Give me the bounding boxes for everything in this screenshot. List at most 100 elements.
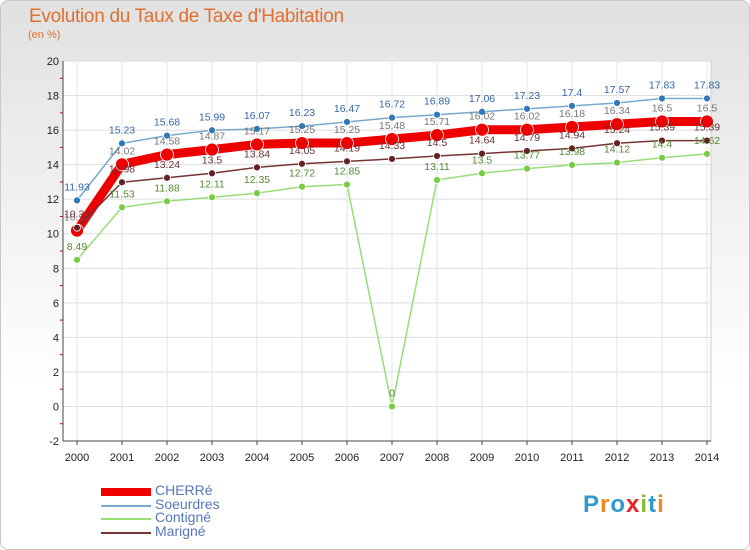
data-point-contigne (658, 153, 666, 162)
data-label-marigne: 13.5 (202, 154, 223, 166)
data-label-cherre: 15.17 (244, 125, 270, 137)
data-point-cherre (475, 122, 489, 137)
data-label-contigne: 12.85 (334, 166, 360, 178)
data-point-soeurdres (568, 102, 576, 110)
legend-label: Marigné (155, 522, 206, 539)
data-label-cherre: 16.5 (652, 102, 673, 114)
legend-item-cherre: CHERRé (101, 482, 301, 499)
data-label-marigne: 14.5 (427, 137, 448, 149)
legend-label: Soeurdres (155, 495, 220, 512)
legend-swatch (101, 531, 151, 534)
data-point-cherre (520, 122, 534, 137)
data-label-marigne: 10.35 (64, 209, 90, 221)
data-point-soeurdres (523, 104, 531, 113)
data-label-cherre: 15.71 (424, 116, 450, 128)
y-tick-label: 18 (47, 91, 59, 103)
data-label-marigne: 14.94 (559, 129, 585, 141)
data-label-soeurdres: 17.83 (694, 79, 720, 91)
legend-item-contigne: Contigné (101, 509, 301, 526)
data-point-cherre (160, 147, 174, 162)
chart-title: Evolution du Taux de Taxe d'Habitation (29, 6, 344, 27)
x-tick-label: 2009 (470, 452, 494, 464)
data-point-contigne (613, 158, 621, 167)
x-tick-label: 2010 (515, 452, 539, 464)
x-tick-label: 2008 (425, 452, 449, 464)
data-label-cherre: 16.5 (697, 102, 718, 114)
x-tick-label: 2014 (695, 452, 719, 464)
y-tick-label: 4 (53, 332, 59, 344)
x-tick-label: 2002 (155, 452, 179, 464)
data-label-contigne: 11.53 (109, 188, 135, 200)
data-label-contigne: 13.98 (559, 146, 585, 158)
data-label-soeurdres: 15.68 (154, 117, 180, 129)
logo-letter: i (640, 491, 649, 518)
data-point-cherre (610, 117, 624, 132)
data-point-soeurdres (163, 131, 171, 140)
x-tick-label: 2007 (380, 452, 404, 464)
data-label-soeurdres: 16.89 (424, 96, 450, 108)
data-label-soeurdres: 15.23 (109, 124, 135, 136)
data-label-soeurdres: 16.07 (244, 110, 270, 122)
y-tick-label: -2 (49, 436, 59, 448)
data-label-contigne: 0 (389, 387, 395, 399)
data-point-contigne (703, 150, 711, 158)
data-point-marigne (568, 144, 576, 153)
y-tick-label: 0 (53, 401, 59, 413)
data-label-cherre: 14.87 (199, 131, 225, 143)
data-point-marigne (118, 178, 126, 187)
data-point-cherre (385, 132, 399, 146)
data-point-marigne (343, 157, 351, 166)
data-label-contigne: 11.88 (154, 182, 180, 194)
logo-letter: o (610, 491, 627, 518)
logo-letter: t (648, 491, 658, 518)
data-point-cherre (115, 157, 129, 172)
data-label-contigne: 14.62 (694, 135, 720, 147)
data-label-cherre: 16.18 (559, 108, 585, 120)
logo-letter: i (657, 491, 665, 518)
data-label-cherre: 15.48 (379, 120, 405, 132)
x-tick-label: 2003 (200, 452, 224, 464)
legend-item-marigne: Marigné (101, 522, 301, 540)
data-label-marigne: 15.24 (604, 124, 630, 136)
data-label-contigne: 14.4 (652, 139, 673, 151)
data-point-cherre (655, 114, 669, 129)
data-label-marigne: 14.33 (379, 140, 405, 152)
data-point-marigne (73, 223, 81, 232)
x-tick-label: 2005 (290, 452, 314, 464)
data-point-contigne (478, 169, 486, 178)
x-tick-label: 2012 (605, 452, 629, 464)
x-tick-label: 2004 (245, 452, 269, 464)
data-point-marigne (658, 136, 666, 145)
data-point-contigne (523, 164, 531, 173)
data-label-soeurdres: 17.06 (469, 93, 495, 105)
legend-label: Contigné (155, 509, 212, 525)
data-point-marigne (523, 147, 531, 155)
legend-swatch (101, 518, 151, 520)
x-tick-label: 2000 (65, 452, 89, 464)
x-tick-label: 2001 (110, 452, 134, 464)
data-label-soeurdres: 17.83 (649, 79, 675, 91)
data-point-marigne (253, 163, 261, 172)
data-label-soeurdres: 11.93 (64, 181, 90, 193)
data-label-marigne: 14.79 (514, 132, 540, 144)
proxiti-logo: Proxiti (583, 491, 665, 519)
data-label-soeurdres: 16.23 (289, 107, 315, 119)
data-label-marigne: 13.84 (244, 148, 270, 160)
data-label-marigne: 14.05 (289, 145, 315, 157)
legend-item-soeurdres: Soeurdres (101, 495, 301, 513)
data-label-marigne: 14.64 (469, 135, 495, 147)
y-tick-label: 16 (47, 125, 59, 137)
x-tick-label: 2013 (650, 452, 674, 464)
data-point-soeurdres (343, 118, 351, 126)
data-point-soeurdres (478, 107, 486, 116)
data-label-cherre: 16.02 (469, 111, 495, 123)
data-label-contigne: 13.11 (424, 161, 450, 173)
data-label-contigne: 8.49 (67, 241, 88, 253)
data-point-marigne (388, 155, 396, 163)
data-label-soeurdres: 16.72 (379, 99, 405, 111)
data-point-marigne (163, 173, 171, 182)
data-point-cherre (205, 142, 219, 157)
data-point-cherre (295, 136, 309, 150)
